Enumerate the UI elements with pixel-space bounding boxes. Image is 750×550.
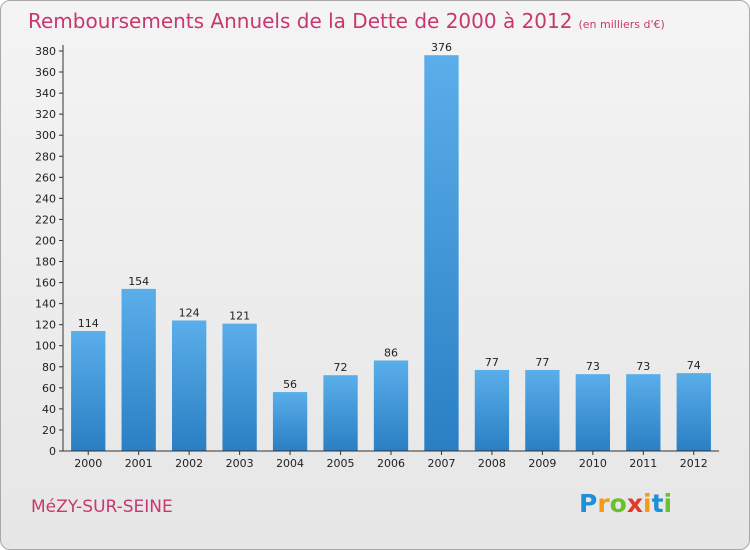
logo-letter: o — [609, 489, 627, 518]
logo-letter: x — [626, 489, 643, 518]
bar-data-label: 154 — [128, 275, 149, 288]
y-tick-label: 120 — [35, 319, 56, 332]
bar — [121, 288, 156, 451]
bar-data-label: 86 — [384, 346, 398, 359]
y-tick-label: 180 — [35, 256, 56, 269]
bar — [424, 55, 459, 452]
x-tick-label: 2008 — [478, 457, 506, 470]
logo-letter: i — [643, 489, 652, 518]
y-tick-label: 260 — [35, 171, 56, 184]
bar-data-label: 121 — [229, 310, 250, 323]
bar-data-label: 376 — [431, 41, 452, 54]
x-tick-label: 2004 — [276, 457, 304, 470]
x-tick-label: 2010 — [579, 457, 607, 470]
y-tick-label: 280 — [35, 150, 56, 163]
bar-data-label: 124 — [179, 306, 200, 319]
bar-data-label: 77 — [535, 356, 549, 369]
bar — [626, 374, 661, 451]
chart-title-text: Remboursements Annuels de la Dette de 20… — [28, 9, 573, 33]
bar — [575, 374, 611, 451]
logo-letter: i — [663, 489, 673, 518]
y-tick-label: 80 — [42, 361, 56, 374]
y-tick-label: 220 — [35, 213, 56, 226]
bar — [676, 373, 711, 451]
x-tick-label: 2012 — [680, 457, 708, 470]
bar — [373, 360, 409, 451]
bar-data-label: 72 — [334, 361, 348, 374]
y-tick-label: 20 — [42, 424, 56, 437]
bar — [222, 323, 257, 451]
chart-title: Remboursements Annuels de la Dette de 20… — [28, 9, 665, 33]
proxiti-logo: Proxiti — [579, 489, 672, 518]
unit-label: (en milliers d'€) — [578, 18, 665, 31]
bar-data-label: 74 — [687, 359, 701, 372]
y-tick-label: 300 — [35, 129, 56, 142]
x-axis: 2000 2001 2002 2003 2004 2005 2006 2007 2008 2009… — [63, 450, 719, 470]
bar-data-label: 114 — [78, 317, 99, 330]
commune-name: MéZY-SUR-SEINE — [31, 497, 173, 517]
bar — [171, 320, 207, 451]
bar-data-label: 73 — [636, 360, 650, 373]
x-tick-label: 2005 — [327, 457, 355, 470]
logo-letter: P — [579, 489, 598, 518]
bar — [525, 369, 560, 451]
y-tick-label: 60 — [42, 382, 56, 395]
bar-data-label: 73 — [586, 360, 600, 373]
x-tick-label: 2002 — [175, 457, 203, 470]
logo-letter: t — [651, 489, 664, 518]
y-tick-label: 140 — [35, 298, 56, 311]
bar — [71, 331, 106, 451]
y-tick-label: 40 — [42, 403, 56, 416]
bar — [474, 369, 510, 451]
x-tick-label: 2007 — [427, 457, 455, 470]
y-tick-label: 0 — [49, 445, 56, 458]
y-tick-label: 160 — [35, 277, 56, 290]
logo-letter: r — [597, 489, 610, 518]
y-tick-label: 360 — [35, 66, 56, 79]
x-tick-label: 2009 — [528, 457, 556, 470]
y-tick-label: 240 — [35, 192, 56, 205]
y-tick-label: 380 — [35, 45, 56, 58]
bars-group: 114 154 124 121 56 72 86 376 77 77 73 73 74 — [71, 41, 711, 452]
x-tick-label: 2000 — [74, 457, 102, 470]
y-tick-label: 200 — [35, 234, 56, 247]
bar — [272, 392, 308, 451]
y-tick-label: 320 — [35, 108, 56, 121]
x-tick-label: 2003 — [226, 457, 254, 470]
y-tick-label: 340 — [35, 87, 56, 100]
x-tick-label: 2006 — [377, 457, 405, 470]
bar-data-label: 56 — [283, 378, 297, 391]
bar — [323, 375, 358, 451]
x-tick-label: 2011 — [629, 457, 657, 470]
y-axis: 0 20 40 60 80 100 120 140 160 180 200 220 240 260 280 3… — [35, 45, 64, 458]
bar-data-label: 77 — [485, 356, 499, 369]
x-tick-label: 2001 — [125, 457, 153, 470]
y-tick-label: 100 — [35, 340, 56, 353]
